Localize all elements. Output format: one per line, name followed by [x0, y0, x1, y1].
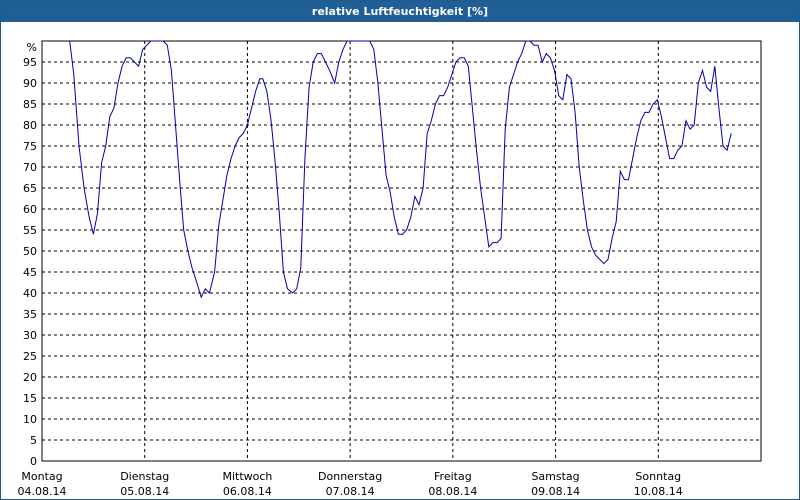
y-tick-label: 95 [23, 56, 37, 69]
x-tick-day-label: Donnerstag [318, 470, 382, 483]
y-axis-ticks: 0 5 10 15 20 25 30 35 40 45 50 55 60 65 70 75 80 85 90 95% [23, 41, 37, 468]
x-tick-date-label: 10.08.14 [634, 485, 683, 498]
y-tick-label: 90 [23, 77, 37, 90]
x-tick-day-label: Dienstag [120, 470, 169, 483]
y-tick-label: 35 [23, 308, 37, 321]
grid-lines [42, 41, 761, 461]
y-tick-label: 10 [23, 413, 37, 426]
y-tick-label: 50 [23, 245, 37, 258]
y-tick-label: 85 [23, 98, 37, 111]
x-axis-ticks: Montag 04.08.14 Dienstag 05.08.14 Mittwoch 06… [18, 470, 683, 498]
x-tick-day-label: Freitag [434, 470, 472, 483]
y-tick-label: 5 [30, 434, 37, 447]
plot-area [41, 40, 762, 462]
y-tick-label: 60 [23, 203, 37, 216]
y-tick-label: 70 [23, 161, 37, 174]
x-tick-date-label: 04.08.14 [18, 485, 67, 498]
chart-title: relative Luftfeuchtigkeit [%] [1, 1, 799, 22]
x-tick-date-label: 08.08.14 [428, 485, 477, 498]
x-tick-day-label: Sonntag [635, 470, 681, 483]
y-tick-label: 25 [23, 350, 37, 363]
y-tick-label: 30 [23, 329, 37, 342]
y-tick-label: 75 [23, 140, 37, 153]
y-tick-label: 20 [23, 371, 37, 384]
x-tick-day-label: Samstag [531, 470, 579, 483]
x-tick-date-label: 07.08.14 [326, 485, 375, 498]
x-tick-day-label: Montag [21, 470, 62, 483]
y-axis-unit-label: % [27, 41, 37, 54]
x-tick-date-label: 06.08.14 [223, 485, 272, 498]
y-tick-label: 0 [30, 455, 37, 468]
series-line-humidity [69, 40, 732, 299]
y-tick-label: 45 [23, 266, 37, 279]
x-tick-day-label: Mittwoch [222, 470, 272, 483]
x-tick-date-label: 05.08.14 [120, 485, 169, 498]
y-tick-label: 80 [23, 119, 37, 132]
x-tick-date-label: 09.08.14 [531, 485, 580, 498]
y-tick-label: 40 [23, 287, 37, 300]
y-tick-label: 15 [23, 392, 37, 405]
y-tick-label: 65 [23, 182, 37, 195]
y-tick-label: 55 [23, 224, 37, 237]
